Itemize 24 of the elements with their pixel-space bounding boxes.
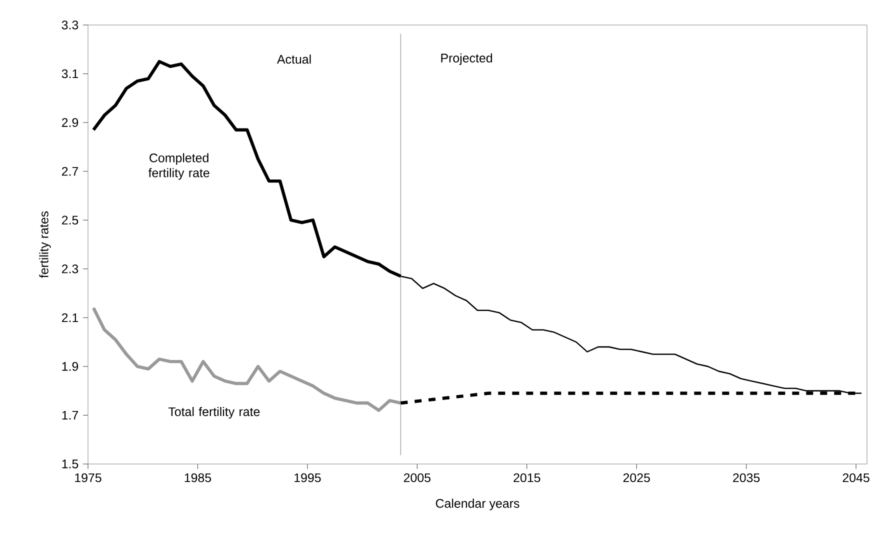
y-tick-label: 1.7 (62, 410, 78, 420)
y-tick-label: 2.1 (62, 313, 78, 322)
x-tick-label: 1995 (294, 473, 321, 482)
x-axis-title: Calendar years (436, 498, 520, 510)
x-tick-label: 2005 (404, 473, 430, 482)
y-tick-label: 3.1 (62, 69, 78, 78)
x-tick-label: 2015 (514, 473, 540, 482)
y-tick-label: 2.9 (62, 118, 78, 127)
x-tick-label: 1975 (75, 473, 102, 482)
x-tick-label: 2035 (733, 473, 760, 482)
y-tick-label: 2.7 (62, 166, 78, 176)
text: Completed fertility rate (148, 153, 210, 180)
text: Total fertility rate (168, 406, 260, 419)
y-tick-label: 2.5 (62, 216, 78, 225)
y-tick-label: 1.5 (62, 460, 78, 468)
x-tick-label: 2025 (623, 473, 650, 482)
x-tick-label: 1985 (184, 473, 212, 482)
y-tick-label: 3.3 (62, 20, 78, 30)
y-tick-label: 1.9 (62, 362, 78, 371)
y-axis-title: fertility rates (39, 211, 51, 278)
y-tick-label: 2.3 (62, 264, 78, 274)
x-tick-label: 2045 (842, 473, 870, 482)
annotation: Projected (441, 53, 492, 65)
annotation: Actual (277, 54, 311, 64)
